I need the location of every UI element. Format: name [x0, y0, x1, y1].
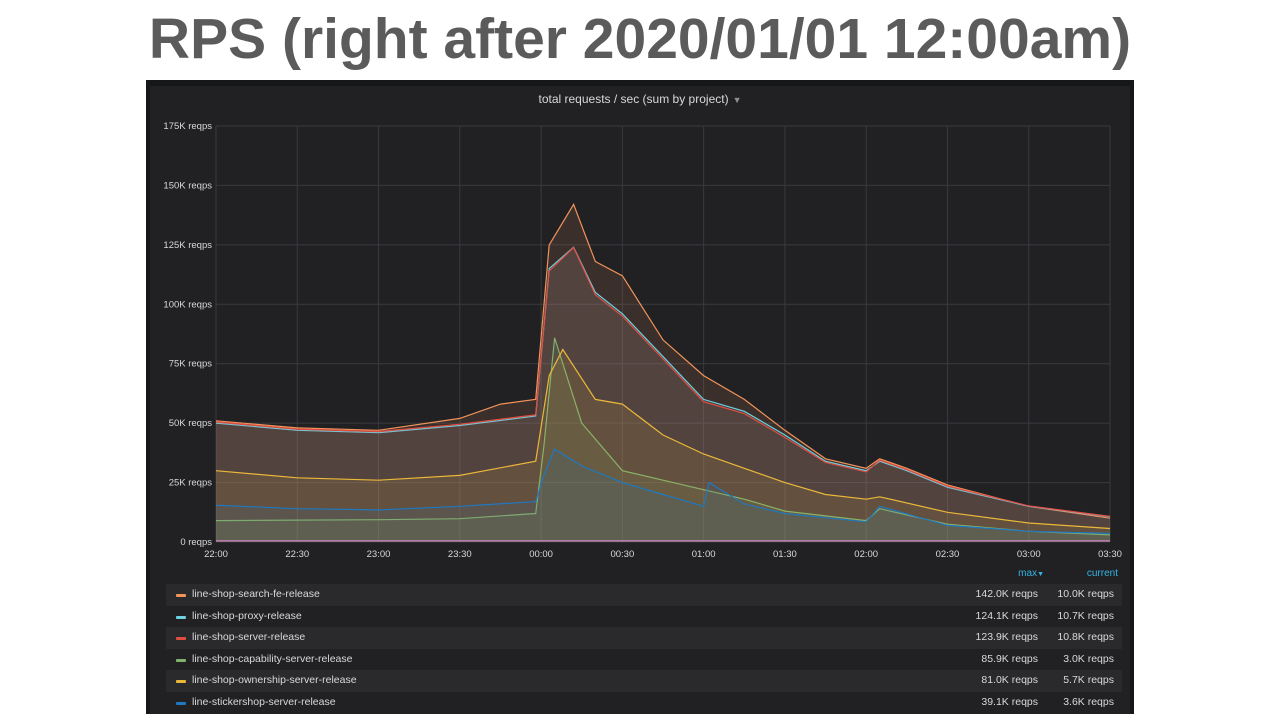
series-line — [215, 203, 1111, 519]
series-current-value: 3.6K reqps — [1063, 695, 1114, 708]
y-tick-label: 150K reqps — [163, 180, 212, 191]
series-area — [216, 204, 1110, 542]
series-max-value: 85.9K reqps — [981, 652, 1038, 665]
series-name[interactable]: line-shop-server-release — [192, 631, 306, 643]
series-color-swatch[interactable] — [176, 615, 186, 619]
y-tick-label: 0 reqps — [180, 537, 212, 548]
series-max-value: 39.1K reqps — [981, 695, 1038, 708]
series-max-value: 123.9K reqps — [975, 631, 1038, 643]
series-max-value: 81.0K reqps — [981, 674, 1038, 686]
series-area — [216, 337, 1110, 542]
legend-item[interactable]: line-shop-search-fe-release 142.0K reqps 1… — [166, 584, 1122, 606]
x-tick-label: 22:30 — [285, 549, 309, 560]
x-tick-label: 03:30 — [1098, 549, 1122, 560]
x-tick-label: 00:30 — [610, 549, 634, 560]
caret-down-icon[interactable]: ▼ — [1037, 571, 1044, 578]
series-current-value: 10.0K reqps — [1057, 588, 1114, 600]
series-max-value: 142.0K reqps — [975, 588, 1038, 600]
y-tick-label: 125K reqps — [163, 240, 212, 251]
series-name[interactable]: line-shop-ownership-server-release — [192, 674, 357, 686]
series-color-swatch[interactable] — [176, 594, 186, 597]
y-tick-label: 25K reqps — [169, 478, 213, 489]
legend-item[interactable]: line-stickershop-server-release 39.1K req… — [166, 692, 1122, 714]
series-max-value: 124.1K reqps — [975, 609, 1038, 622]
x-tick-label: 00:00 — [529, 549, 553, 560]
graph-panel: total requests / sec (sum by project) ▼ 0… — [146, 80, 1134, 714]
x-tick-label: 02:00 — [854, 549, 878, 560]
series-area — [216, 247, 1110, 542]
series-current-value: 3.0K reqps — [1063, 652, 1114, 665]
series-color-swatch[interactable] — [176, 701, 186, 705]
series-color-swatch[interactable] — [176, 658, 186, 662]
series-name[interactable]: line-shop-search-fe-release — [192, 588, 320, 600]
series-name[interactable]: line-stickershop-server-release — [192, 695, 336, 708]
series-line — [215, 348, 1111, 530]
legend-max-sort[interactable]: max▼ — [1018, 568, 1044, 579]
series-line — [215, 448, 1111, 534]
legend-rows: line-shop-search-fe-release 142.0K reqps 1… — [166, 584, 1122, 713]
legend-header: max▼ current — [166, 568, 1122, 584]
series-current-value: 10.7K reqps — [1057, 609, 1114, 622]
panel-title-text[interactable]: total requests / sec (sum by project) — [538, 92, 729, 106]
series-area — [216, 349, 1110, 542]
legend-item[interactable]: line-shop-server-release 123.9K reqps 10.8… — [166, 627, 1122, 649]
series-area — [216, 247, 1110, 542]
x-tick-label: 02:30 — [936, 549, 960, 560]
x-tick-label: 23:30 — [448, 549, 472, 560]
series-color-swatch[interactable] — [176, 637, 186, 640]
series-color-swatch[interactable] — [176, 680, 186, 683]
legend-item[interactable]: line-shop-capability-server-release 85.9K… — [166, 649, 1122, 671]
chart-area: 0 reqps 25K reqps 50K reqps 75K reqps 100K r… — [163, 121, 1122, 560]
caret-down-icon[interactable]: ▼ — [732, 95, 742, 105]
series-line — [215, 246, 1111, 517]
legend-current-label[interactable]: current — [1086, 568, 1118, 579]
graph-panel-body: total requests / sec (sum by project) ▼ 0… — [150, 86, 1130, 714]
legend-max-label[interactable]: max — [1018, 568, 1038, 579]
legend-item[interactable]: line-shop-proxy-release 124.1K reqps 10.7K… — [166, 606, 1122, 628]
legend: max▼ current line-shop-search-fe-release… — [166, 568, 1122, 713]
series-line — [215, 246, 1111, 518]
x-tick-label: 01:30 — [773, 549, 797, 560]
series-current-value: 5.7K reqps — [1063, 674, 1114, 686]
slide-title: RPS (right after 2020/01/01 12:00am) — [148, 7, 1132, 71]
x-tick-label: 23:00 — [367, 549, 391, 560]
panel-title[interactable]: total requests / sec (sum by project) ▼ — [150, 92, 1130, 106]
x-tick-label: 03:00 — [1017, 549, 1041, 560]
series-name[interactable]: line-shop-proxy-release — [192, 609, 302, 622]
series-name[interactable]: line-shop-capability-server-release — [192, 652, 353, 665]
y-tick-label: 175K reqps — [163, 121, 212, 132]
series-area — [216, 449, 1110, 542]
x-tick-label: 01:00 — [692, 549, 716, 560]
series-line — [215, 337, 1111, 536]
x-tick-label: 22:00 — [204, 549, 228, 560]
legend-item[interactable]: line-shop-ownership-server-release 81.0K … — [166, 670, 1122, 692]
series-current-value: 10.8K reqps — [1057, 631, 1114, 643]
y-tick-label: 100K reqps — [163, 299, 212, 310]
y-tick-label: 50K reqps — [169, 418, 213, 429]
y-tick-label: 75K reqps — [169, 359, 213, 370]
